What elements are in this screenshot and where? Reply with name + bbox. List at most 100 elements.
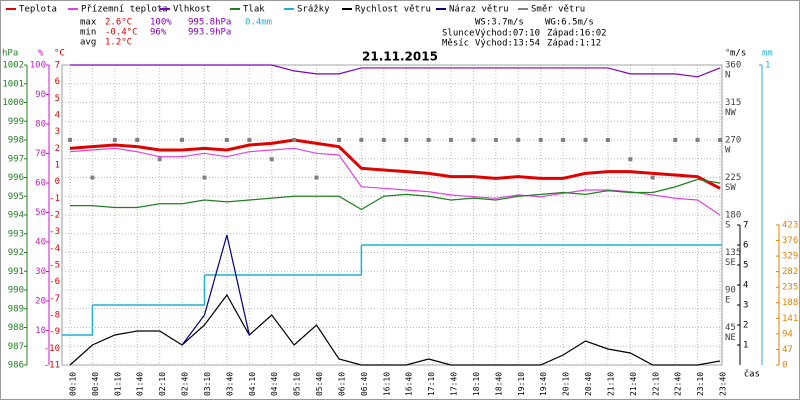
x-tick-label: 05:10 (293, 372, 302, 396)
x-tick-label: 04:10 (248, 372, 257, 396)
direction-point (471, 138, 476, 142)
y-tick-label: 990 (8, 286, 24, 296)
y-tick-label: -10 (44, 344, 60, 354)
sun-rise: Východ:07:10 (475, 29, 540, 39)
direction-point (112, 138, 117, 142)
y-tick-label: 5 (55, 94, 60, 104)
y-tick-label: -7 (49, 294, 60, 304)
y-tick-label: 987 (8, 342, 24, 352)
stat-label: avg (80, 38, 96, 48)
stat-label: max (80, 18, 97, 28)
x-tick-label: 21:10 (606, 372, 615, 396)
direction-point (224, 138, 229, 142)
stat-value: 1.2°C (105, 38, 132, 48)
y-tick-label: 1001 (2, 79, 24, 89)
y-tick-label: 50 (35, 208, 46, 218)
y-tick-label: 188 (782, 298, 798, 308)
y-tick-label: -2 (49, 211, 60, 221)
direction-point (336, 138, 341, 142)
x-tick-label: 23:40 (719, 372, 728, 396)
direction-point (292, 138, 297, 142)
direction-point (493, 138, 498, 142)
y-tick-label: 315 (725, 98, 741, 108)
direction-point (583, 138, 588, 142)
x-tick-label: 04:40 (270, 372, 279, 396)
x-tick-label: 22:40 (674, 372, 683, 396)
x-tick-label: 03:40 (225, 372, 234, 396)
x-tick-label: 02:40 (181, 372, 190, 396)
x-tick-label: 22:10 (651, 372, 660, 396)
x-tick-label: 23:10 (696, 372, 705, 396)
direction-point (381, 138, 386, 142)
y-tick-label: 7 (743, 221, 748, 231)
moon-rise: Východ:13:54 (475, 39, 540, 49)
x-tick-label: 03:10 (203, 372, 212, 396)
y-tick-label: 423 (782, 220, 798, 230)
axis-unit: hPa (2, 49, 18, 59)
x-tick-label: 05:40 (315, 372, 324, 396)
direction-point (718, 138, 722, 142)
y-tick-label: 0 (782, 361, 787, 371)
direction-label: W (725, 146, 731, 156)
y-tick-label: 80 (35, 119, 46, 129)
stat-value: 100% (150, 18, 172, 28)
y-tick-label: 90 (35, 90, 46, 100)
y-tick-label: 994 (8, 211, 24, 221)
legend-label: Směr větru (531, 5, 585, 15)
y-tick-label: -11 (44, 361, 60, 371)
direction-point (68, 138, 72, 142)
x-tick-label: 01:10 (113, 372, 122, 396)
y-tick-label: 2 (743, 321, 748, 331)
x-tick-label: 02:10 (158, 372, 167, 396)
y-tick-label: 6 (743, 241, 748, 251)
y-tick-label: 20 (35, 296, 46, 306)
y-tick-label: 225 (725, 173, 741, 183)
wind-info: WS:3.7m/s (475, 18, 524, 28)
y-tick-label: 45 (725, 323, 736, 333)
x-tick-label: 00:40 (91, 372, 100, 396)
direction-point (561, 138, 566, 142)
y-tick-label: 1000 (2, 98, 24, 108)
y-tick-label: 2 (55, 144, 60, 154)
y-tick-label: 40 (35, 237, 46, 247)
y-tick-label: 989 (8, 304, 24, 314)
y-tick-label: 988 (8, 323, 24, 333)
y-tick-label: 135 (725, 248, 741, 258)
y-tick-label: 996 (8, 173, 24, 183)
x-tick-label: 17:40 (450, 372, 459, 396)
x-tick-label: 20:10 (562, 372, 571, 396)
x-tick-label: 01:40 (136, 372, 145, 396)
stat-label: min (80, 28, 96, 38)
y-tick-label: 70 (35, 149, 46, 159)
axis-unit: mm (762, 49, 773, 59)
x-tick-label: 16:40 (405, 372, 414, 396)
y-tick-label: 100 (30, 61, 46, 71)
y-tick-label: 141 (782, 314, 798, 324)
direction-label: NW (725, 108, 736, 118)
y-tick-label: 30 (35, 267, 46, 277)
stat-value: 995.8hPa (188, 18, 231, 28)
direction-point (135, 138, 140, 142)
stat-value: 2.6°C (105, 18, 132, 28)
series-line (181, 234, 250, 346)
series-line (69, 147, 721, 216)
y-tick-label: 90 (725, 286, 736, 296)
y-tick-label: 7 (55, 61, 60, 71)
axis-unit: °C (54, 49, 65, 59)
direction-point (404, 138, 409, 142)
legend-label: Vlhkost (173, 5, 211, 15)
y-tick-label: 993 (8, 229, 24, 239)
y-tick-label: 999 (8, 117, 24, 127)
y-tick-label: -1 (49, 194, 60, 204)
series-line (70, 178, 721, 211)
y-tick-label: 986 (8, 361, 24, 371)
x-tick-label: 06:10 (337, 372, 346, 396)
direction-label: S (725, 221, 730, 231)
direction-label: NE (725, 333, 736, 343)
axis-unit: % (38, 49, 44, 59)
stat-value: 993.9hPa (188, 28, 231, 38)
x-axis-label: čas (744, 369, 760, 380)
y-tick-label: -3 (49, 227, 60, 237)
y-tick-label: 3 (743, 301, 748, 311)
y-tick-label: 47 (782, 345, 793, 355)
